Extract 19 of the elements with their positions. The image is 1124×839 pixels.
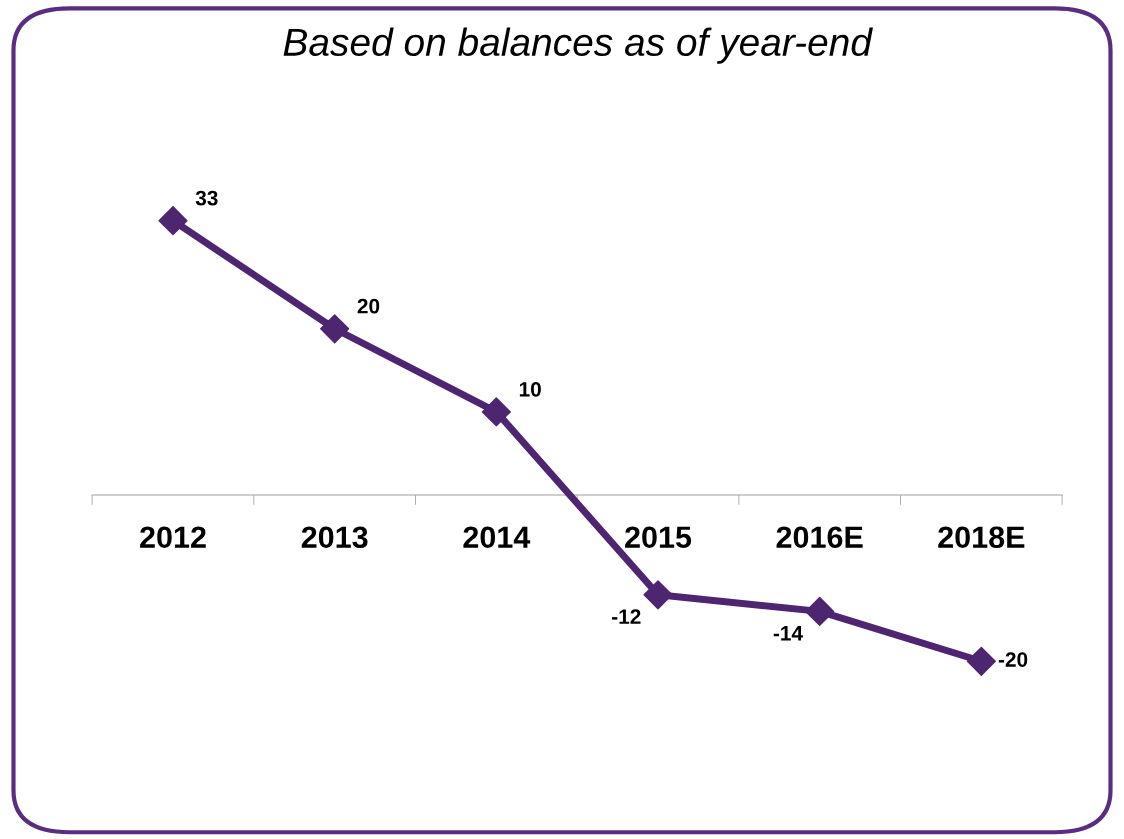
point xyxy=(320,314,350,344)
data-label: 33 xyxy=(195,190,218,206)
x-tick-label: 2016E xyxy=(776,526,863,549)
data-label: -12 xyxy=(612,609,641,624)
data-label: 20 xyxy=(357,298,380,314)
x-tick-label: 2012 xyxy=(140,526,206,549)
data-label: 10 xyxy=(519,381,541,397)
point xyxy=(966,646,996,676)
chart-title: Based on balances as of year-end xyxy=(283,27,873,64)
point xyxy=(805,596,835,627)
point xyxy=(158,206,188,236)
point xyxy=(643,580,673,610)
x-tick-label: 2018E xyxy=(938,526,1025,549)
point xyxy=(481,397,511,427)
data-label: -14 xyxy=(773,626,803,641)
x-tick-label: 2013 xyxy=(301,526,368,549)
data-label: -20 xyxy=(998,652,1028,667)
x-tick-label: 2015 xyxy=(625,526,692,549)
x-tick-label: 2014 xyxy=(463,526,531,549)
